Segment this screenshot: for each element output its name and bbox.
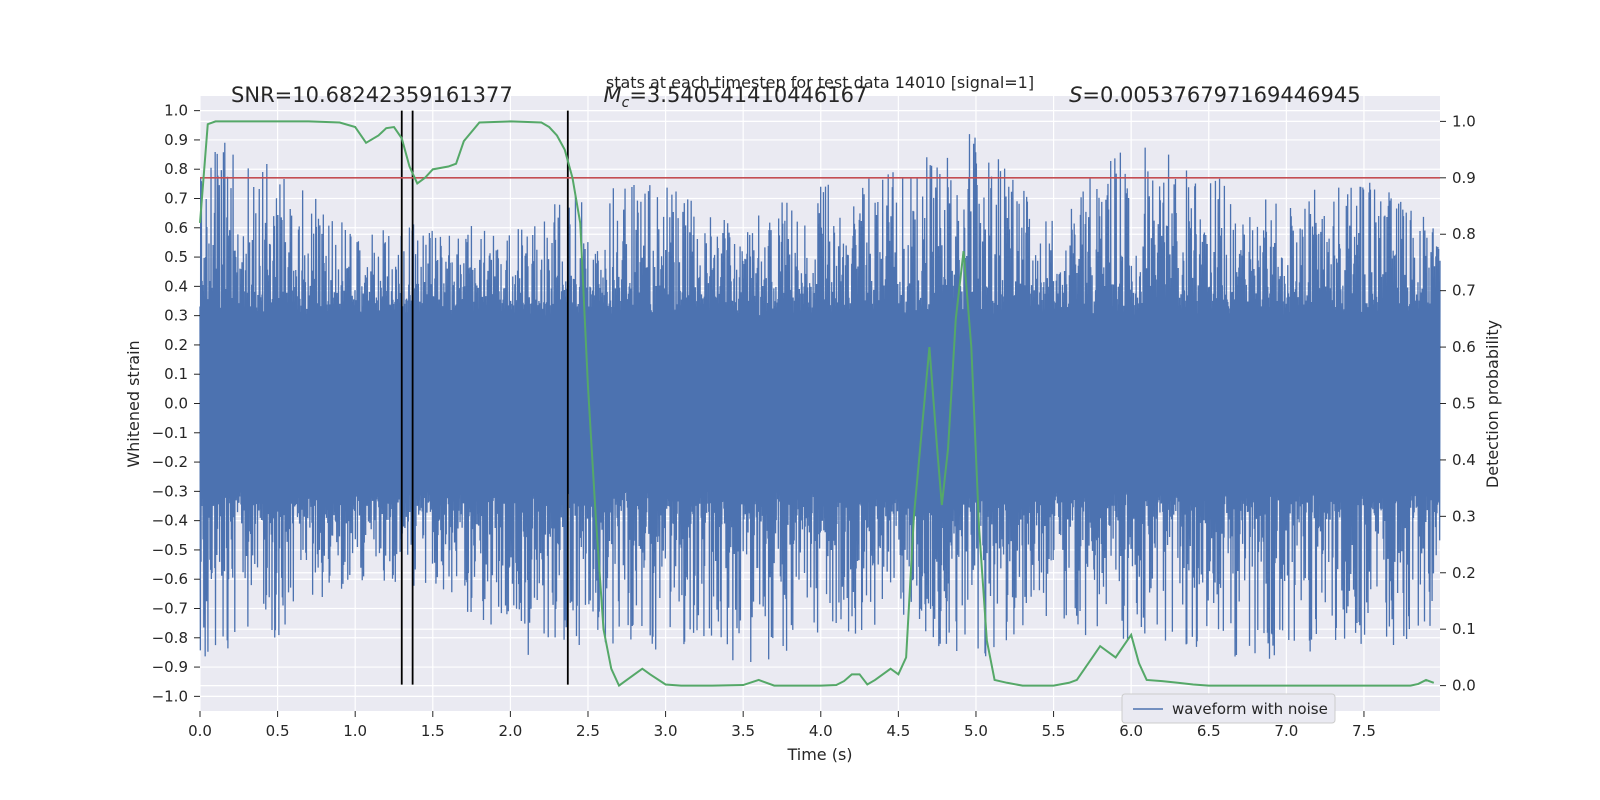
y-axis-label: Whitened strain	[124, 340, 143, 467]
annotation-text: Mc=3.540541410446167	[604, 83, 868, 111]
x-tick-label: 4.0	[809, 722, 833, 740]
y-tick-label: −1.0	[152, 687, 188, 705]
y-tick-label: −0.8	[152, 629, 188, 647]
y-tick-label: 0.0	[164, 395, 188, 413]
legend: waveform with noise	[1121, 693, 1336, 724]
y2-tick-label: 0.7	[1452, 282, 1476, 300]
y-tick-label: −0.5	[152, 541, 188, 559]
y-tick-label: −0.3	[152, 482, 188, 500]
y-tick-label: −0.4	[152, 512, 188, 530]
x-tick-labels: 0.0 0.5 1.0 1.5 2.0 2.5 3.0 3.5 4.0 4.5 5.0 5.5 6.0 6…	[188, 711, 1376, 740]
y2-tick-label: 0.3	[1452, 507, 1476, 525]
y-tick-label: −0.2	[152, 453, 188, 471]
x-tick-label: 1.0	[343, 722, 367, 740]
annotation-value: =3.540541410446167	[629, 83, 867, 107]
x-tick-label: 5.0	[964, 722, 988, 740]
probability-line	[199, 120, 1435, 688]
chart-title: stats at each timestep for test data 140…	[606, 73, 1034, 92]
y2-tick-label: 0.2	[1452, 564, 1476, 582]
x-tick-label: 3.5	[731, 722, 755, 740]
y2-tick-label: 0.9	[1452, 169, 1476, 187]
annotation-text: S=0.005376797169446945	[1069, 83, 1360, 107]
legend-label-waveform: waveform with noise	[1172, 700, 1328, 718]
x-tick-label: 2.5	[576, 722, 600, 740]
y-tick-label: 1.0	[164, 102, 188, 120]
annotation-symbol: S	[1069, 83, 1082, 107]
x-axis-label: Time (s)	[786, 745, 852, 764]
x-tick-label: 7.0	[1274, 722, 1298, 740]
probability-series	[199, 120, 1435, 688]
y2-tick-label: 0.0	[1452, 677, 1476, 695]
x-tick-label: 3.0	[654, 722, 678, 740]
x-tick-label: 0.5	[266, 722, 290, 740]
y2-tick-label: 0.1	[1452, 620, 1476, 638]
vertical-markers	[400, 110, 569, 685]
waveform-line	[199, 134, 1441, 663]
y-tick-label: 0.1	[164, 365, 188, 383]
y-tick-label: −0.9	[152, 658, 188, 676]
annotation-symbol: M	[604, 83, 622, 107]
waveform-series	[199, 134, 1441, 663]
annotation-text: SNR=10.68242359161377	[231, 83, 513, 107]
y-tick-label: −0.7	[152, 600, 188, 618]
y2-tick-label: 0.8	[1452, 225, 1476, 243]
y-tick-label: 0.6	[164, 219, 188, 237]
y-tick-label: 0.2	[164, 336, 188, 354]
x-tick-label: 5.5	[1042, 722, 1066, 740]
annotations: SNR=10.68242359161377 Mc=3.54054141044616…	[231, 83, 1361, 111]
annotation-subscript: c	[622, 95, 630, 111]
y-tick-label: 0.5	[164, 248, 188, 266]
x-tick-label: 6.5	[1197, 722, 1221, 740]
y-tick-labels: 1.0 0.9 0.8 0.7 0.6 0.5 0.4 0.3 0.2 0.1 0.0 −0.1 −0.…	[152, 102, 200, 705]
y2-axis-label: Detection probability	[1483, 320, 1502, 488]
y-tick-label: 0.7	[164, 190, 188, 208]
x-tick-label: 7.5	[1352, 722, 1376, 740]
y2-tick-label: 0.5	[1452, 395, 1476, 413]
y2-tick-labels: 1.0 0.9 0.8 0.7 0.6 0.5 0.4 0.3 0.2 0.1 0.0	[1440, 112, 1476, 695]
x-tick-label: 6.0	[1119, 722, 1143, 740]
y-tick-label: 0.3	[164, 307, 188, 325]
legend-box	[1121, 693, 1336, 724]
y-tick-label: 0.9	[164, 131, 188, 149]
x-tick-label: 2.0	[498, 722, 522, 740]
y-tick-label: 0.4	[164, 277, 188, 295]
x-tick-label: 1.5	[421, 722, 445, 740]
y-tick-label: −0.1	[152, 424, 188, 442]
y-tick-label: 0.8	[164, 160, 188, 178]
y2-tick-label: 0.4	[1452, 451, 1476, 469]
y2-tick-label: 0.6	[1452, 338, 1476, 356]
annotation-value: =0.005376797169446945	[1082, 83, 1360, 107]
y2-tick-label: 1.0	[1452, 112, 1476, 130]
x-tick-label: 4.5	[886, 722, 910, 740]
x-tick-label: 0.0	[188, 722, 212, 740]
y-tick-label: −0.6	[152, 570, 188, 588]
